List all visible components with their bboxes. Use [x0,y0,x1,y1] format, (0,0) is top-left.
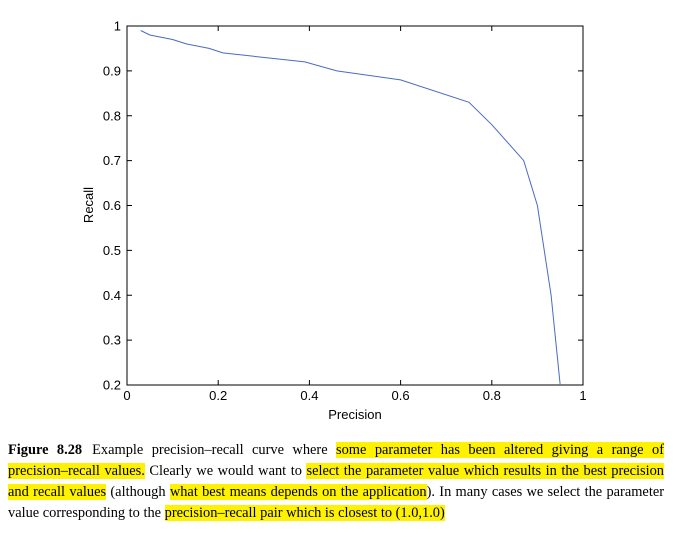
x-tick-label: 0.8 [483,388,501,403]
caption-body: Example precision–recall curve where som… [8,442,664,521]
y-tick-label: 0.6 [103,198,121,213]
y-tick-label: 0.7 [103,153,121,168]
y-tick-label: 0.9 [103,63,121,78]
axis-tick-labels: 0 0.2 0.4 0.6 0.8 10.20.30.40.50.60.70.80.91 [103,19,587,404]
caption-text: ). In many cases we select the parameter… [8,484,664,521]
series-line [140,30,561,386]
y-tick-label: 0.4 [103,288,121,303]
caption-text: (although [106,484,170,500]
x-axis-title: Precision [328,407,381,422]
x-tick-label: 0.6 [392,388,410,403]
y-tick-label: 1 [114,19,121,34]
x-tick-label: 1 [579,388,586,403]
x-tick-label: 0.4 [300,388,318,403]
precision-recall-chart: 0 0.2 0.4 0.6 0.8 10.20.30.40.50.60.70.80.91 … [81,19,587,423]
y-tick-label: 0.2 [103,378,121,393]
y-tick-label: 0.8 [103,108,121,123]
x-tick-label: 0.2 [209,388,227,403]
y-tick-label: 0.3 [103,333,121,348]
y-tick-label: 0.5 [103,243,121,258]
x-tick-label: 0 [123,388,130,403]
caption-highlight: what best means depends on the applicati… [169,484,427,500]
plot-area-frame [126,25,584,386]
figure-caption: Figure 8.28 Example precision–recall curv… [8,440,664,524]
y-axis-title: Recall [81,187,96,223]
axis-ticks [126,25,584,386]
caption-text: Clearly we would want to [144,463,307,479]
caption-highlight: precision–recall pair which is closest t… [164,505,445,521]
caption-text: Example precision–recall curve where [92,442,337,458]
figure-label: Figure 8.28 [8,442,83,458]
